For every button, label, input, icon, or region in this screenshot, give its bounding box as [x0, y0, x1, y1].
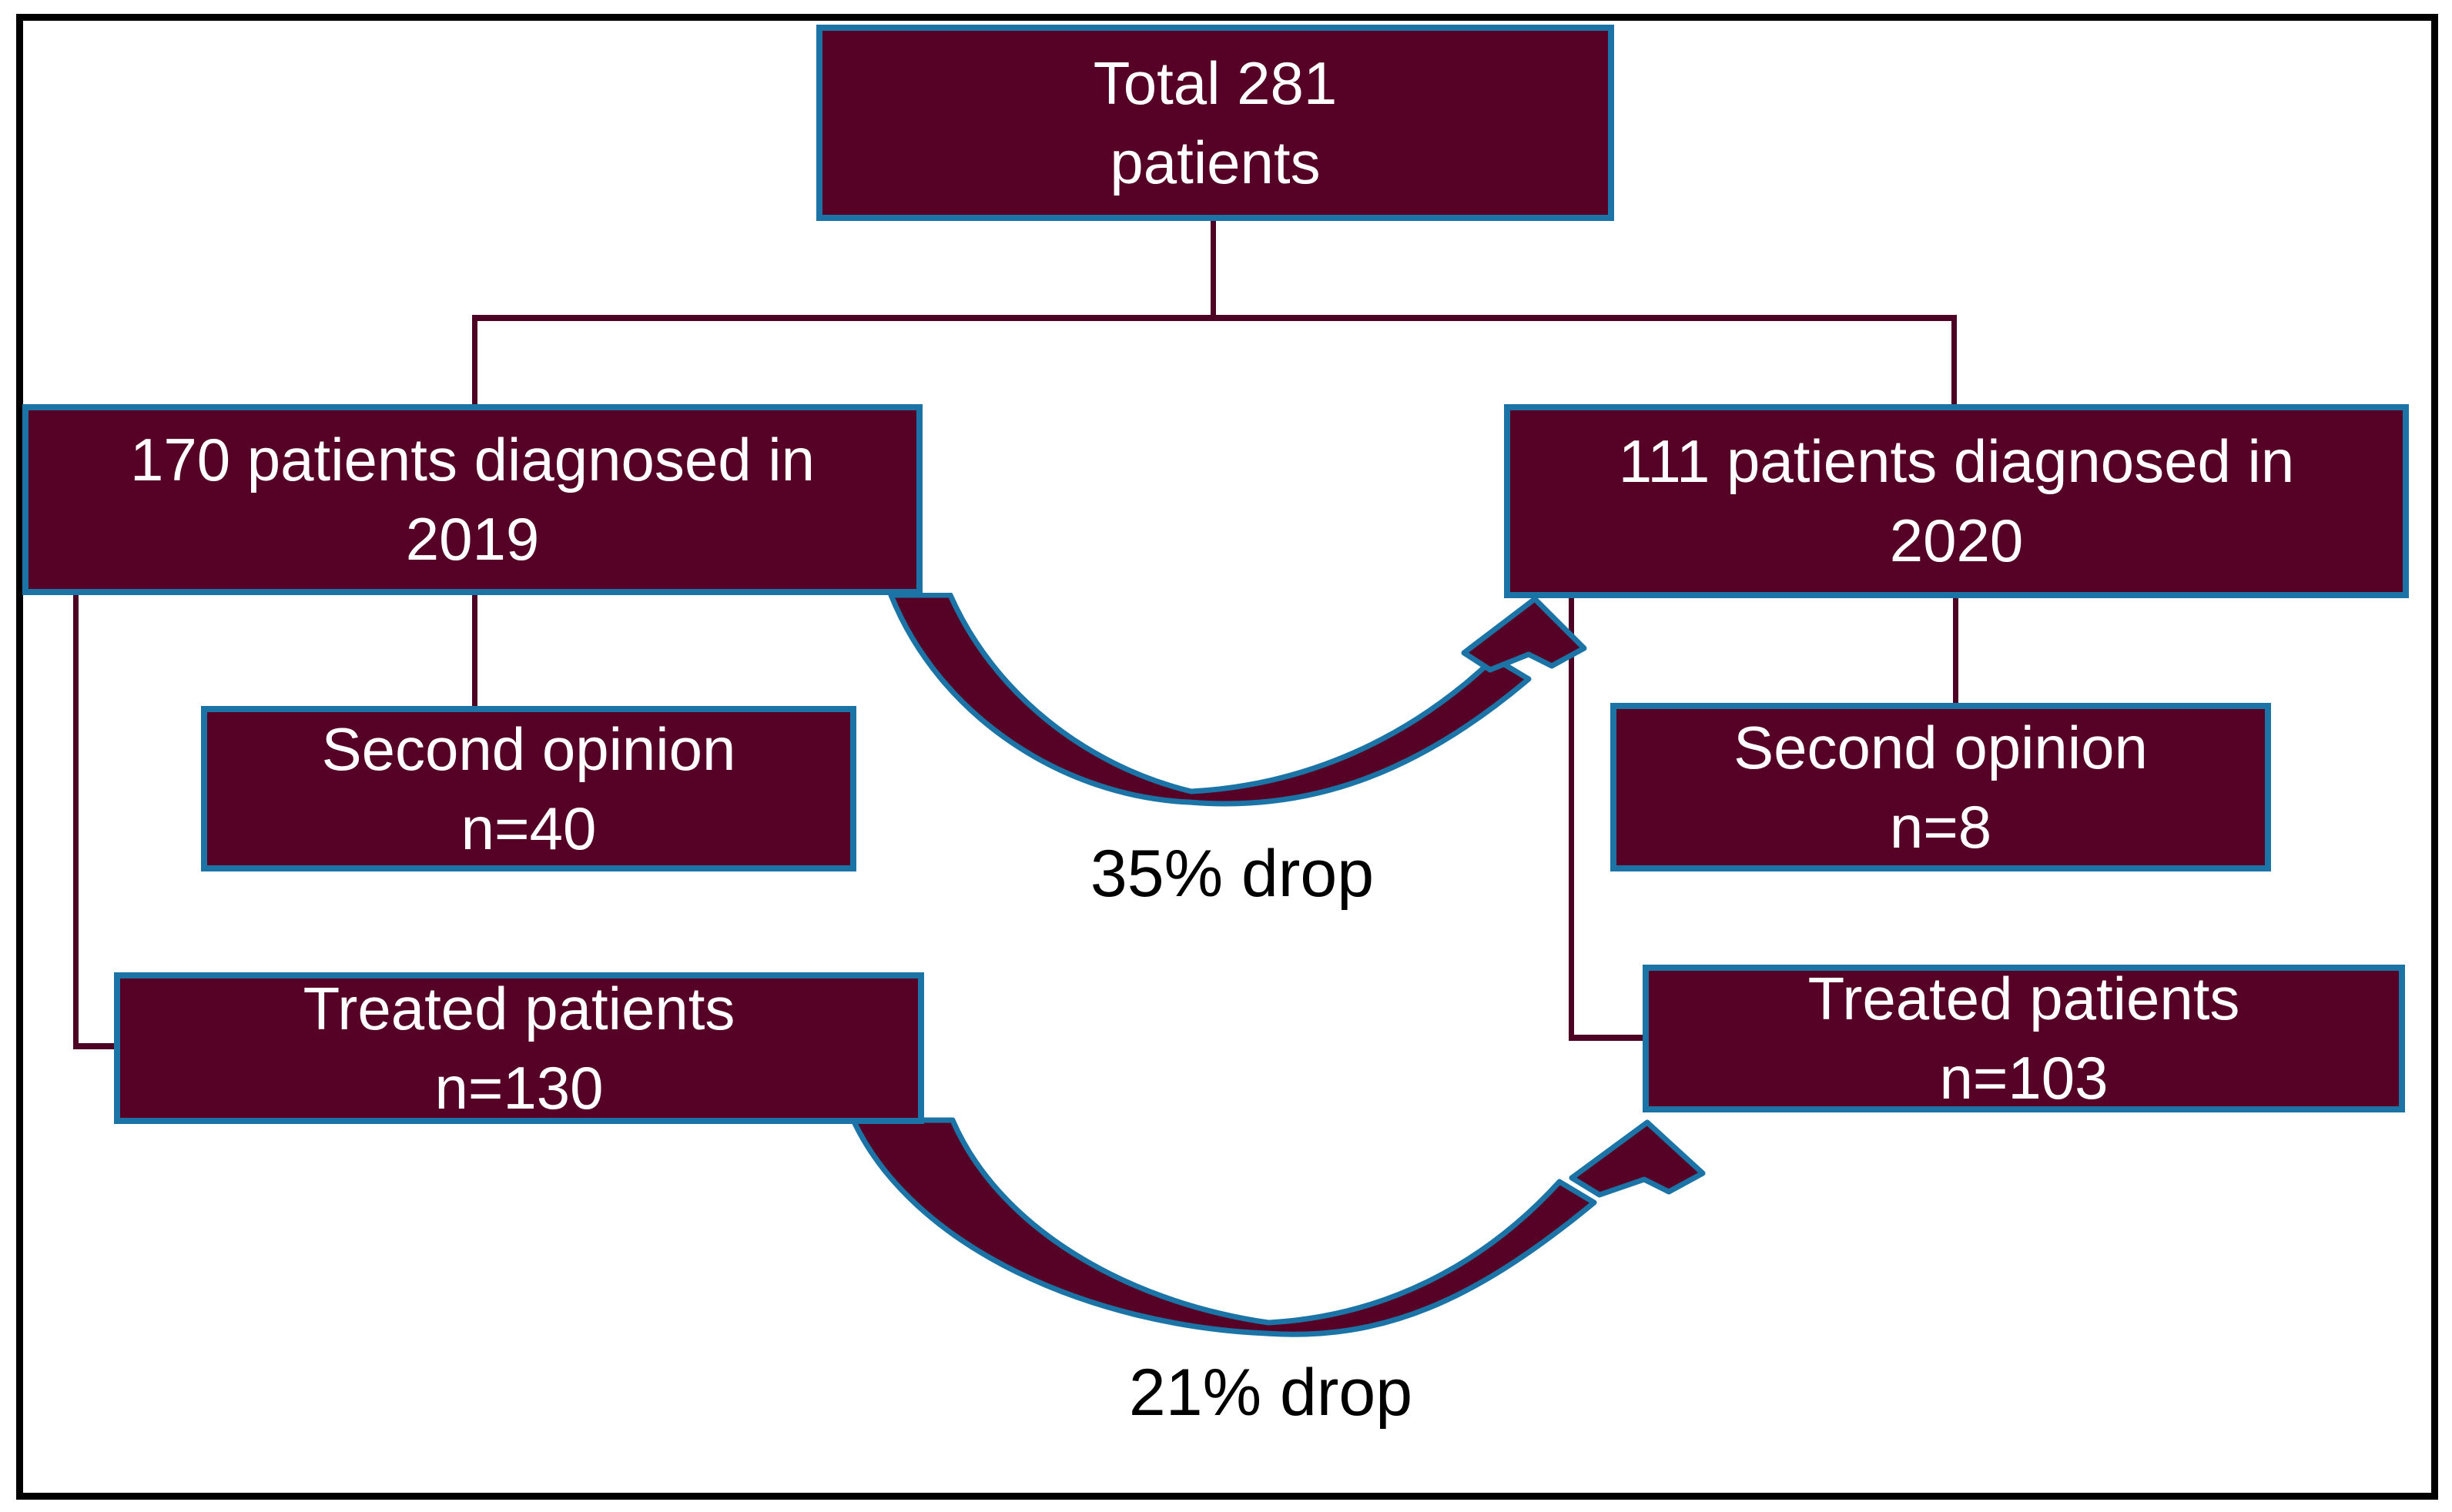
node-line2: n=103	[1939, 1044, 2109, 1112]
connector-2020-treated-elbow	[1569, 1035, 1646, 1041]
label-35-percent-drop: 35% drop	[1090, 837, 1375, 911]
connector-drop-2020	[1951, 315, 1957, 407]
node-line2: n=40	[461, 794, 597, 862]
node-line1: Treated patients	[303, 974, 735, 1042]
node-treated-2020: Treated patients n=103	[1643, 965, 2405, 1112]
node-line1: 111 patients diagnosed in	[1618, 427, 2295, 496]
node-line2: n=130	[434, 1053, 604, 1122]
node-line2: 2020	[1889, 507, 2024, 574]
connector-2020-treated-vertical	[1569, 598, 1574, 1040]
node-line1: Second opinion	[321, 714, 736, 783]
node-line1: Second opinion	[1733, 713, 2148, 781]
node-line2: patients	[1110, 128, 1321, 196]
node-line2: n=8	[1889, 792, 1992, 861]
connector-2020-second-opinion	[1953, 598, 1958, 706]
node-line2: 2019	[405, 505, 540, 573]
figure-border	[16, 14, 2438, 1500]
connector-2019-treated-vertical	[73, 595, 79, 1049]
arrow-body	[888, 593, 1532, 807]
arrowhead-icon	[1569, 1119, 1706, 1198]
label-21-percent-drop: 21% drop	[1128, 1356, 1413, 1430]
node-line1: 170 patients diagnosed in	[129, 426, 816, 494]
node-treated-2019: Treated patients n=130	[114, 972, 924, 1124]
node-total-patients: Total 281 patients	[816, 25, 1614, 221]
node-second-opinion-2019: Second opinion n=40	[201, 706, 856, 871]
arrowhead-icon	[1461, 596, 1587, 673]
connector-2019-treated-elbow	[73, 1043, 117, 1049]
node-diagnosed-2019: 170 patients diagnosed in 2019	[22, 404, 923, 595]
connector-total-stem	[1211, 221, 1216, 321]
arrow-21-percent-drop	[850, 1117, 1706, 1337]
arrow-35-percent-drop	[888, 593, 1587, 807]
node-second-opinion-2020: Second opinion n=8	[1610, 703, 2271, 871]
connector-horizontal-split	[472, 315, 1957, 321]
node-line1: Total 281	[1093, 49, 1338, 117]
arrow-body	[850, 1117, 1597, 1337]
connector-drop-2019	[472, 315, 477, 407]
node-diagnosed-2020: 111 patients diagnosed in 2020	[1504, 404, 2409, 598]
connector-2019-second-opinion	[472, 595, 477, 709]
node-line1: Treated patients	[1807, 965, 2240, 1033]
